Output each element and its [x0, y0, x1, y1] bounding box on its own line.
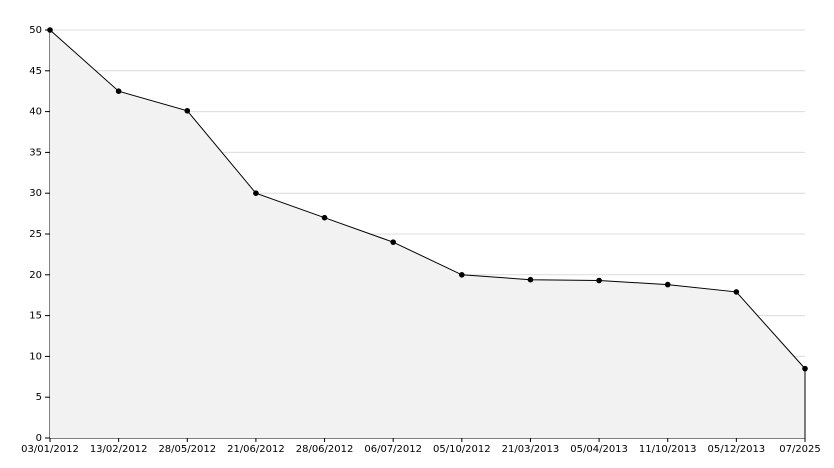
y-tick-label: 30: [29, 188, 42, 199]
y-tick-label: 40: [29, 107, 42, 118]
x-tick-label: 05/04/2013: [570, 444, 628, 455]
y-tick-label: 20: [29, 270, 42, 281]
x-tick-label: 28/06/2012: [296, 444, 354, 455]
x-tick-label: 05/10/2012: [433, 444, 491, 455]
point: [115, 88, 122, 94]
point: [459, 272, 465, 278]
x-tick-label: 21/03/2013: [502, 444, 560, 455]
x-tick-label: 13/02/2012: [90, 444, 148, 455]
y-tick-label: 10: [29, 351, 42, 362]
y-tick-label: 5: [36, 392, 42, 403]
point: [253, 190, 259, 196]
y-tick-label: 45: [29, 66, 42, 77]
x-tick-label: 21/06/2012: [227, 444, 285, 455]
x-tick-label: 03/01/2012: [21, 444, 79, 455]
x-tick-label: 11/10/2013: [639, 444, 697, 455]
x-tick-label: 05/12/2013: [708, 444, 766, 455]
point: [733, 289, 740, 295]
point: [596, 277, 602, 284]
line: [49, 29, 806, 369]
point: [47, 27, 53, 33]
point: [802, 365, 808, 372]
point: [664, 281, 671, 288]
x-tick-label: 06/07/2012: [364, 444, 422, 455]
y-tick-label: 35: [29, 147, 42, 158]
x-tick-label: 28/05/2012: [158, 444, 216, 455]
x-tick-label: 07/2025: [779, 444, 821, 455]
y-tick-label: 25: [29, 229, 42, 240]
y-tick-label: 50: [29, 25, 42, 36]
point: [321, 214, 328, 221]
point: [390, 239, 396, 245]
point: [184, 107, 191, 114]
y-tick-label: 15: [29, 311, 42, 322]
point: [527, 276, 534, 283]
area-fill: [50, 30, 805, 438]
y-tick-label: 0: [36, 433, 42, 444]
